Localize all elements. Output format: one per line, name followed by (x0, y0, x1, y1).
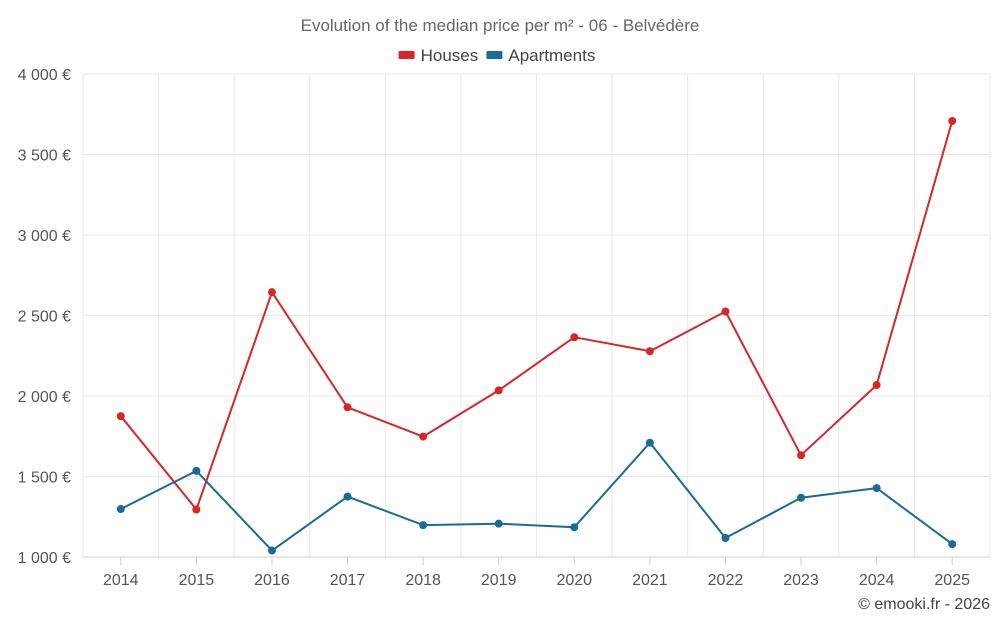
legend-label-houses: Houses (421, 46, 479, 65)
y-tick-label: 2 500 € (18, 309, 71, 326)
x-tick-label: 2014 (103, 572, 139, 589)
data-point-houses (570, 333, 579, 342)
x-tick-label: 2022 (708, 572, 744, 589)
legend-label-apartments: Apartments (508, 46, 595, 65)
data-point-apartments (948, 540, 957, 549)
data-point-apartments (570, 523, 579, 532)
credit-text: © emooki.fr - 2026 (858, 596, 990, 613)
data-point-apartments (721, 534, 730, 543)
y-tick-label: 3 500 € (18, 148, 71, 165)
y-tick-label: 1 500 € (18, 470, 71, 487)
data-point-apartments (797, 493, 806, 502)
y-tick-label: 4 000 € (18, 67, 71, 84)
x-tick-label: 2015 (179, 572, 215, 589)
y-tick-label: 3 000 € (18, 228, 71, 245)
data-point-houses (948, 117, 957, 126)
x-tick-label: 2017 (330, 572, 366, 589)
data-point-apartments (494, 519, 503, 528)
data-point-houses (267, 288, 276, 297)
data-point-houses (116, 412, 125, 421)
data-point-houses (797, 451, 806, 460)
x-tick-label: 2023 (783, 572, 819, 589)
data-point-houses (494, 386, 503, 395)
legend-swatch-houses (398, 51, 415, 59)
data-point-apartments (419, 521, 428, 530)
data-point-houses (872, 381, 881, 390)
y-tick-label: 2 000 € (18, 389, 71, 406)
y-axis-ticks: 1 000 € 1 500 € 2 000 € 2 500 € 3 000 € 3 500… (18, 67, 71, 567)
x-tick-label: 2019 (481, 572, 517, 589)
grid (82, 73, 991, 558)
data-point-houses (419, 432, 428, 441)
x-axis-ticks: 2014 2015 2016 2017 2018 2019 2020 2021 2022 2023… (103, 557, 970, 589)
data-point-apartments (192, 466, 201, 475)
series-line-apartments (120, 441, 953, 552)
data-point-houses (343, 403, 352, 412)
y-tick-label: 1 000 € (18, 550, 71, 567)
data-point-houses (721, 307, 730, 316)
data-point-apartments (267, 546, 276, 555)
data-point-houses (645, 347, 654, 356)
chart-title: Evolution of the median price per m² - 0… (301, 16, 700, 35)
data-point-apartments (645, 438, 654, 447)
x-tick-label: 2020 (556, 572, 592, 589)
legend: Houses Apartments (398, 46, 595, 65)
series-line-houses (120, 120, 954, 511)
series-group (116, 117, 957, 555)
x-tick-label: 2024 (859, 572, 895, 589)
x-tick-label: 2021 (632, 572, 668, 589)
legend-swatch-apartments (486, 51, 503, 59)
data-point-apartments (343, 492, 352, 501)
x-tick-label: 2025 (934, 572, 970, 589)
data-point-apartments (872, 484, 881, 493)
x-tick-label: 2018 (405, 572, 441, 589)
data-point-apartments (116, 505, 125, 514)
data-point-houses (192, 505, 201, 514)
x-tick-label: 2016 (254, 572, 290, 589)
